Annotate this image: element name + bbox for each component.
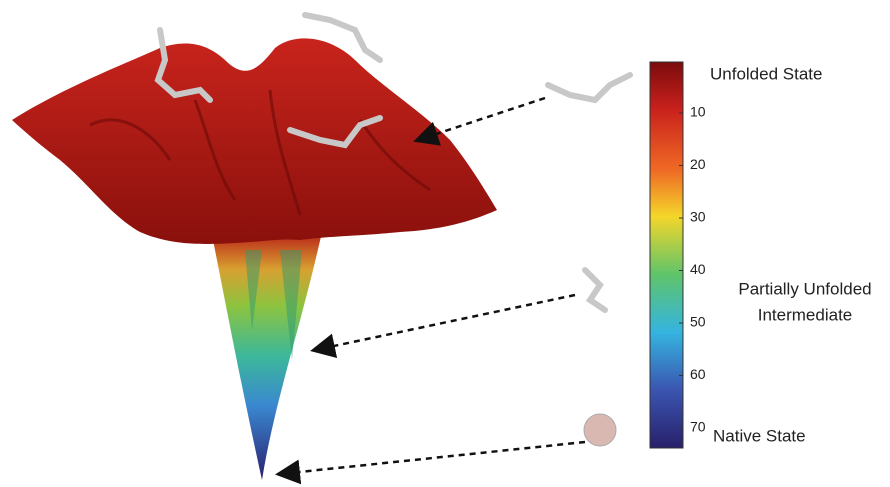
arrow	[418, 98, 545, 140]
unfolded-label: Unfolded State	[710, 64, 822, 83]
arrow	[280, 442, 585, 474]
tick-label: 50	[690, 314, 706, 330]
tick-label: 60	[690, 366, 706, 382]
tick-label: 30	[690, 209, 706, 225]
tick-label: 70	[690, 419, 706, 435]
energy-landscape	[12, 38, 497, 244]
tick-label: 40	[690, 261, 706, 277]
intermediate-label: Intermediate	[758, 305, 853, 324]
native-molecule	[584, 414, 616, 446]
colorbar	[650, 62, 683, 448]
tick-label: 10	[690, 104, 706, 120]
page: {"labels": {"unfolded": "Unfolded State"…	[0, 0, 890, 487]
funnel	[212, 232, 322, 480]
tick-label: 20	[690, 156, 706, 172]
native-label: Native State	[713, 426, 806, 445]
arrow	[315, 295, 575, 350]
intermediate-label: Partially Unfolded	[738, 279, 871, 298]
figure: 10 20 30 40 50 60 70 Unfolded State Partially …	[0, 0, 890, 487]
